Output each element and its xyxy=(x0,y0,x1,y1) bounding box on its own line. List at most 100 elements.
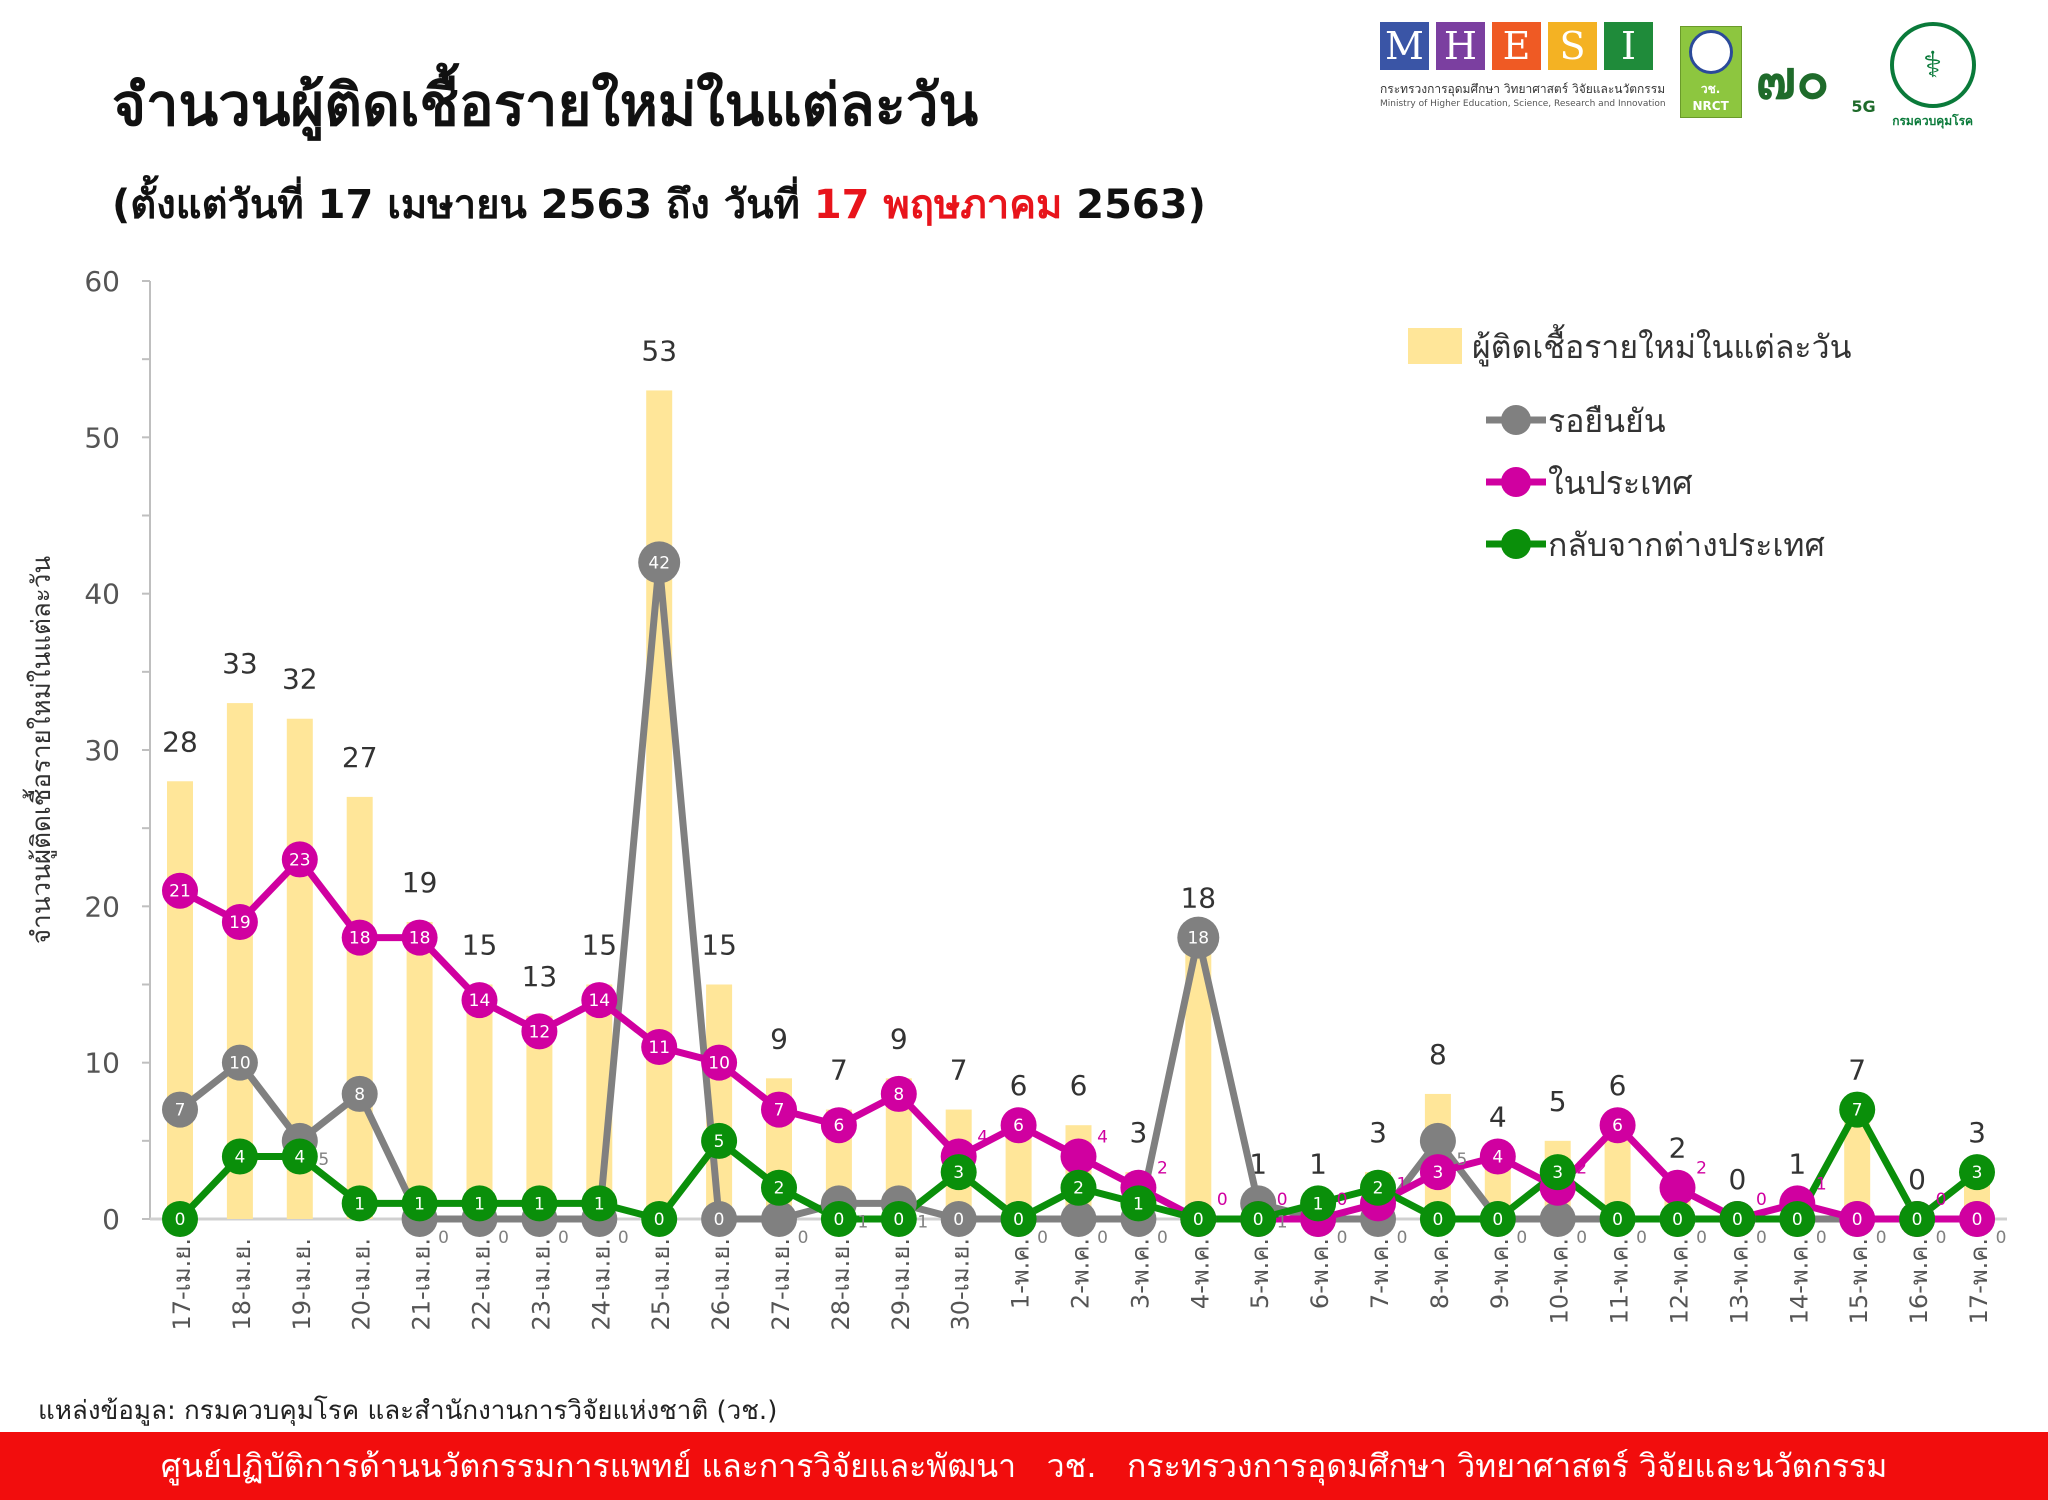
series-point-label-1: 0 xyxy=(1337,1190,1348,1210)
series-point-label-0: 18 xyxy=(1187,929,1209,949)
series-point-2 xyxy=(162,1201,198,1237)
x-tick-label: 15-พ.ค. xyxy=(1845,1238,1873,1324)
series-point-label-0: 0 xyxy=(1636,1228,1647,1248)
bar-data-label: 19 xyxy=(402,866,438,899)
x-tick-label: 3-พ.ค. xyxy=(1126,1238,1154,1309)
series-point-label-1: 6 xyxy=(833,1116,844,1136)
series-point-1 xyxy=(1000,1107,1037,1144)
series-point-label-0: 0 xyxy=(953,1210,964,1230)
bar-total xyxy=(406,921,433,1219)
series-point-label-0: 0 xyxy=(1337,1228,1348,1248)
series-point-label-1: 4 xyxy=(1097,1127,1108,1147)
x-tick-label: 12-พ.ค. xyxy=(1666,1238,1694,1324)
series-point-label-0: 0 xyxy=(1037,1228,1048,1248)
series-point-0 xyxy=(1539,1201,1576,1237)
y-tick-label: 30 xyxy=(84,734,120,767)
series-point-label-1: 0 xyxy=(1756,1190,1767,1210)
series-point-label-1: 6 xyxy=(1013,1116,1024,1136)
series-point-label-2: 0 xyxy=(1732,1210,1743,1230)
y-tick-label: 10 xyxy=(84,1047,120,1080)
series-point-label-2: 3 xyxy=(1552,1163,1563,1183)
series-point-0 xyxy=(1060,1201,1097,1237)
bar-data-label: 8 xyxy=(1429,1038,1447,1071)
series-point-label-1: 23 xyxy=(289,850,311,870)
x-tick-label: 22-เม.ย. xyxy=(468,1238,496,1331)
series-point-1 xyxy=(1060,1138,1097,1175)
bar-data-label: 15 xyxy=(581,929,617,962)
x-tick-label: 21-เม.ย. xyxy=(408,1238,436,1331)
series-point-label-2: 0 xyxy=(1492,1210,1503,1230)
series-point-label-1: 19 xyxy=(229,913,251,933)
series-point-2 xyxy=(521,1185,558,1222)
x-tick-label: 6-พ.ค. xyxy=(1306,1238,1334,1309)
series-point-label-1: 0 xyxy=(1972,1210,1983,1230)
series-point-2 xyxy=(1599,1201,1636,1237)
series-point-2 xyxy=(1180,1201,1217,1237)
y-axis-title: จำนวนผู้ติดเชื้อรายใหม่ในแต่ละวัน xyxy=(22,556,57,945)
series-point-label-0: 0 xyxy=(558,1228,569,1248)
x-tick-label: 13-พ.ค. xyxy=(1725,1238,1753,1324)
series-point-2 xyxy=(1539,1154,1576,1191)
bar-data-label: 15 xyxy=(701,929,737,962)
bar-data-label: 3 xyxy=(1968,1116,1986,1149)
series-point-2 xyxy=(341,1185,378,1222)
legend-marker-1 xyxy=(1501,467,1531,497)
x-tick-label: 8-พ.ค. xyxy=(1426,1238,1454,1309)
series-point-label-0: 0 xyxy=(1756,1228,1767,1248)
mhesi-letter-s: S xyxy=(1548,22,1597,70)
series-point-label-0: 0 xyxy=(1876,1228,1887,1248)
x-tick-label: 4-พ.ค. xyxy=(1186,1238,1214,1309)
bar-data-label: 0 xyxy=(1908,1163,1926,1196)
legend-swatch-bars xyxy=(1408,328,1462,364)
series-point-0 xyxy=(761,1201,797,1237)
series-point-1 xyxy=(880,1075,917,1112)
mhesi-logo: M H E S I กระทรวงการอุดมศึกษา วิทยาศาสตร… xyxy=(1380,22,1666,109)
y-tick-label: 50 xyxy=(84,421,120,454)
bar-total xyxy=(167,781,193,1219)
series-point-2 xyxy=(1360,1169,1396,1206)
x-tick-label: 14-พ.ค. xyxy=(1785,1238,1813,1324)
x-tick-label: 27-เม.ย. xyxy=(767,1238,795,1331)
series-point-2 xyxy=(221,1138,258,1175)
series-point-label-0: 0 xyxy=(438,1228,449,1248)
series-point-label-1: 21 xyxy=(169,882,191,902)
data-source-note: แหล่งข้อมูล: กรมควบคุมโรค และสำนักงานการ… xyxy=(38,1396,778,1426)
x-tick-label: 17-เม.ย. xyxy=(168,1238,196,1331)
bar-data-label: 2 xyxy=(1669,1132,1687,1165)
series-point-2 xyxy=(761,1169,797,1206)
y-tick-label: 40 xyxy=(84,578,120,611)
series-point-label-2: 5 xyxy=(714,1132,725,1152)
x-tick-label: 19-เม.ย. xyxy=(288,1238,316,1331)
x-tick-label: 18-เม.ย. xyxy=(228,1238,256,1331)
series-point-1 xyxy=(761,1091,797,1128)
series-point-1 xyxy=(581,982,618,1019)
x-tick-label: 25-เม.ย. xyxy=(647,1238,675,1331)
x-tick-label: 10-พ.ค. xyxy=(1546,1238,1574,1324)
series-point-2 xyxy=(1779,1201,1816,1237)
x-tick-label: 1-พ.ค. xyxy=(1007,1238,1035,1309)
bar-data-label: 53 xyxy=(641,334,677,367)
series-point-2 xyxy=(1659,1201,1696,1237)
series-point-2 xyxy=(1959,1154,1995,1191)
series-point-label-0: 0 xyxy=(498,1228,509,1248)
series-point-label-0: 1 xyxy=(917,1212,928,1232)
series-point-2 xyxy=(1240,1201,1277,1237)
series-point-1 xyxy=(701,1044,738,1081)
series-point-label-1: 12 xyxy=(529,1022,551,1042)
footer-banner: ศูนย์ปฏิบัติการด้านนวัตกรรมการแพทย์ และก… xyxy=(0,1432,2048,1500)
bar-data-label: 4 xyxy=(1489,1100,1507,1133)
logo-strip: M H E S I กระทรวงการอุดมศึกษา วิทยาศาสตร… xyxy=(1380,22,1976,131)
series-point-1 xyxy=(521,1013,558,1050)
series-point-label-1: 2 xyxy=(1576,1159,1587,1179)
series-point-label-1: 2 xyxy=(1157,1159,1168,1179)
mhesi-letter-i: I xyxy=(1604,22,1653,70)
series-point-label-0: 0 xyxy=(1696,1228,1707,1248)
series-point-label-1: 3 xyxy=(1432,1163,1443,1183)
series-point-label-2: 0 xyxy=(1912,1210,1923,1230)
series-point-label-1: 10 xyxy=(708,1054,730,1074)
x-tick-label: 5-พ.ค. xyxy=(1246,1238,1274,1309)
series-point-label-2: 2 xyxy=(1373,1179,1384,1199)
series-point-label-2: 1 xyxy=(354,1194,365,1214)
anniversary-suffix: 5G xyxy=(1851,97,1876,116)
